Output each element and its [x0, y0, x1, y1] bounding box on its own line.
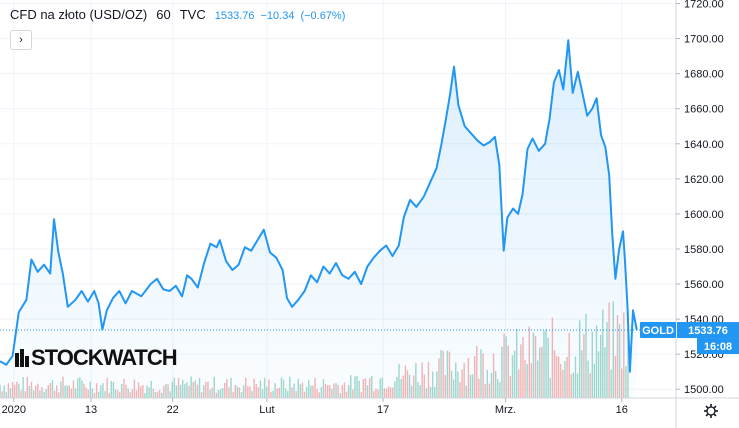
interval-label[interactable]: 60	[156, 7, 171, 22]
price-area-fill	[0, 40, 637, 399]
x-tick-label: 17	[377, 404, 389, 416]
price-badge: GOLD 1533.76 16:08	[640, 322, 739, 355]
last-price: 1533.76	[214, 10, 255, 22]
price-line	[0, 39, 638, 373]
x-tick-label: 16	[616, 404, 628, 416]
x-axis[interactable]: 2020 13 22 Lut 17 Mrz. 16	[2, 398, 628, 416]
logo-text: STOCKWATCH	[31, 345, 178, 370]
x-tick-label: Lut	[259, 404, 274, 416]
legend-toggle-button[interactable]: ›	[10, 30, 32, 50]
x-tick-label: 13	[85, 404, 97, 416]
badge-value-bg	[677, 322, 739, 339]
y-tick-label: 1560.00	[684, 279, 724, 291]
y-tick-label: 1600.00	[684, 209, 724, 221]
gear-tooth	[705, 405, 709, 409]
logo-mark-icon	[15, 347, 29, 369]
y-axis[interactable]: 1500.001520.001540.001560.001580.001600.…	[676, 0, 724, 396]
price-change-pct: (−0.67%)	[300, 10, 346, 22]
y-tick-label: 1500.00	[684, 384, 724, 396]
x-tick-label: Mrz.	[495, 404, 516, 416]
y-tick-label: 1640.00	[684, 139, 724, 151]
y-tick-label: 1720.00	[684, 0, 724, 11]
badge-name-bg	[640, 322, 676, 339]
gear-tooth	[713, 405, 717, 409]
y-tick-label: 1660.00	[684, 104, 724, 116]
gear-icon[interactable]	[704, 404, 718, 418]
badge-countdown: 16:08	[704, 341, 732, 353]
x-tick-label: 2020	[2, 404, 26, 416]
gear-tooth	[705, 413, 709, 417]
source-label: TVC	[179, 7, 206, 22]
stockwatch-logo: STOCKWATCH	[15, 345, 178, 371]
badge-name: GOLD	[642, 325, 674, 337]
y-tick-label: 1620.00	[684, 174, 724, 186]
gear-ring	[706, 406, 716, 416]
symbol-title[interactable]: CFD na złoto (USD/OZ)	[10, 7, 148, 22]
y-tick-label: 1700.00	[684, 34, 724, 46]
price-area	[0, 39, 638, 399]
badge-countdown-bg	[697, 338, 739, 355]
x-tick-label: 22	[167, 404, 179, 416]
badge-value: 1533.76	[688, 325, 728, 337]
price-change: −10.34	[260, 10, 295, 22]
chart-legend: CFD na złoto (USD/OZ) 60 TVC 1533.76 −10…	[10, 7, 345, 22]
gear-tooth	[713, 413, 717, 417]
y-tick-label: 1580.00	[684, 244, 724, 256]
y-tick-label: 1680.00	[684, 69, 724, 81]
